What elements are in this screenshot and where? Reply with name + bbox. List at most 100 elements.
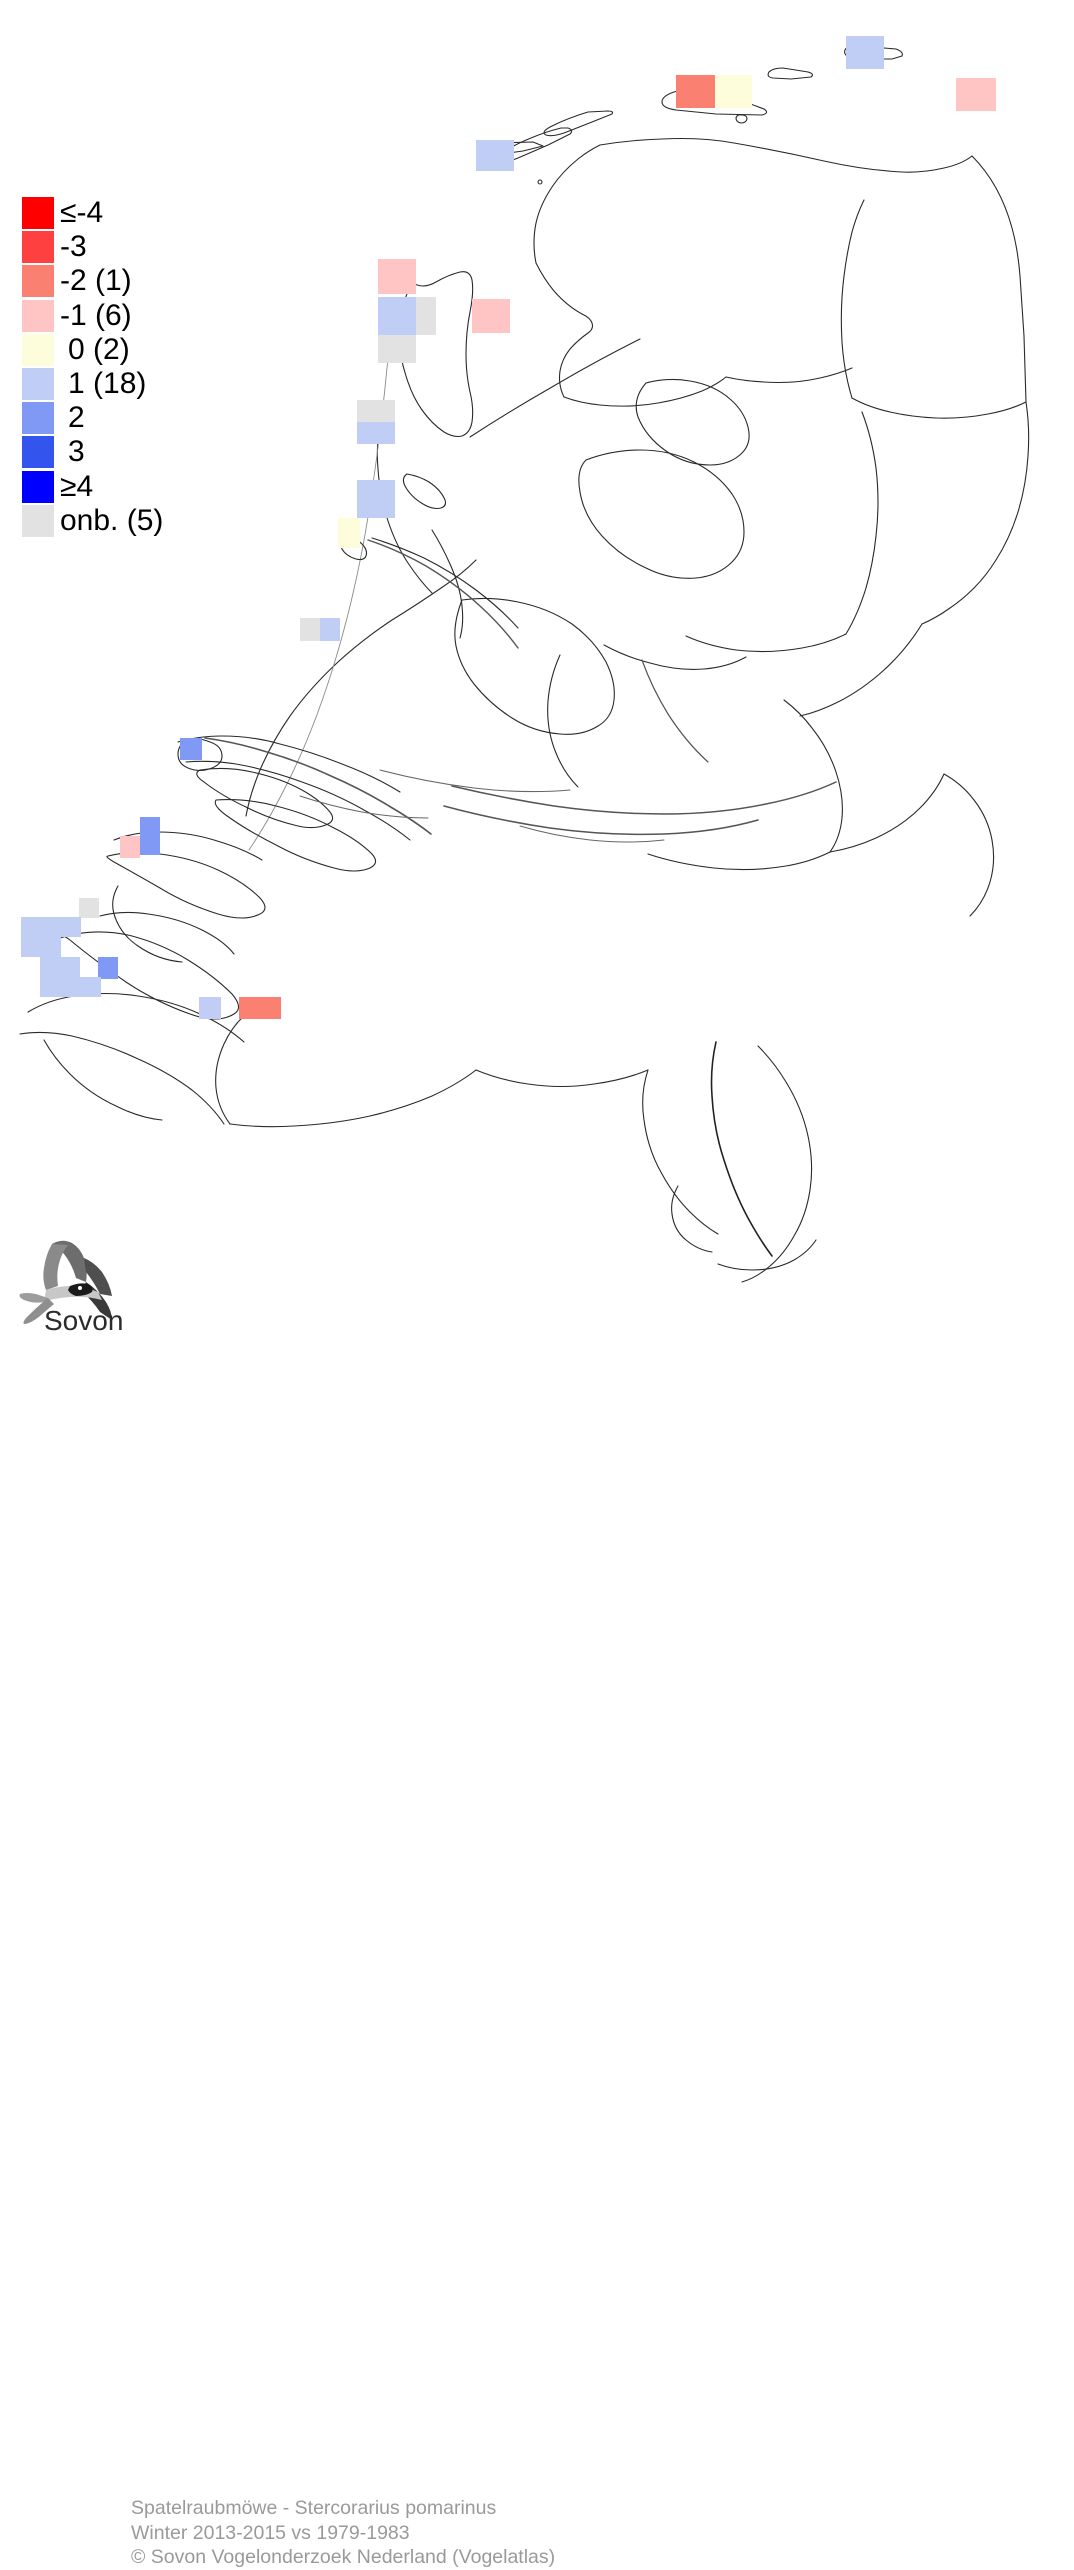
- brabant-west-border: [215, 1011, 249, 1125]
- groningen-south-border: [851, 397, 1027, 419]
- figure-caption: Spatelraubmöwe - Stercorarius pomarinus …: [131, 2496, 555, 2570]
- ijsselmeer-coast-west: [431, 529, 464, 639]
- map-outline-svg: [19, 43, 1030, 1283]
- swallow-bird-icon: Sovon: [19, 1240, 123, 1334]
- legend-swatch: [22, 402, 54, 435]
- sovon-logo: Sovon: [18, 1234, 126, 1334]
- grid-cell: [300, 618, 320, 641]
- legend-swatch: [22, 504, 54, 537]
- grid-cell: [472, 299, 510, 333]
- grevelingen: [113, 831, 263, 861]
- legend-swatch: [22, 470, 54, 503]
- legend-label: 2: [68, 401, 85, 435]
- limburg-southwest: [671, 1185, 713, 1253]
- flevoland-outline: [578, 449, 745, 579]
- legend-label: 3: [68, 435, 85, 469]
- legend-row: -1 (6): [22, 299, 163, 333]
- rotterdam-harbour: [177, 738, 223, 772]
- limburg-east-tail: [741, 1045, 813, 1283]
- delta-channel-a: [204, 737, 432, 835]
- grid-cell: [378, 259, 416, 294]
- north-sea-grid-guide: [248, 299, 396, 851]
- friesland-south-border: [563, 376, 727, 407]
- islet-dot-b: [537, 179, 543, 185]
- randmeer-line: [603, 644, 747, 670]
- change-grid-cells: [21, 36, 996, 1019]
- markermeer-outline: [454, 597, 615, 735]
- zeeuws-vlaanderen: [19, 1031, 225, 1125]
- afsluitdijk: [469, 338, 641, 438]
- grid-cell: [416, 297, 436, 335]
- legend-swatch: [22, 197, 54, 230]
- grid-cell: [357, 480, 395, 518]
- caption-period: Winter 2013-2015 vs 1979-1983: [131, 2521, 410, 2544]
- friesland-drenthe-border: [725, 367, 853, 384]
- netherlands-map: [19, 43, 1030, 1283]
- grid-cell: [846, 36, 884, 69]
- grid-cell: [476, 140, 514, 171]
- grid-cell: [338, 518, 360, 548]
- grid-cell: [199, 997, 221, 1019]
- legend-label: -3: [60, 230, 87, 264]
- delta-hollands-diep: [185, 760, 411, 841]
- utrecht-gelderland-border: [547, 654, 579, 788]
- legend-row: 3: [22, 435, 163, 469]
- schouwen-duiveland: [106, 851, 266, 919]
- legend-label: ≤-4: [60, 196, 104, 230]
- brabant-limburg-border: [475, 1069, 649, 1088]
- gelderland-east: [783, 699, 843, 853]
- legend-swatch: [22, 436, 54, 469]
- randstad-waters: [367, 539, 519, 649]
- legend-swatch: [22, 299, 54, 332]
- nieuwe-waterweg: [371, 537, 519, 629]
- delta-haringvliet: [177, 735, 401, 793]
- grid-cell: [676, 75, 715, 108]
- island-terschelling: [543, 110, 614, 137]
- legend-row: ≥4: [22, 470, 163, 504]
- grid-cell: [378, 297, 416, 335]
- legend-swatch: [22, 368, 54, 401]
- legend-row: -2 (1): [22, 264, 163, 298]
- westerschelde: [27, 992, 245, 1043]
- gelderland-south-border: [647, 851, 831, 871]
- friesland-north-west: [533, 144, 601, 264]
- caption-species: Spatelraubmöwe - Stercorarius pomarinus: [131, 2497, 497, 2519]
- overijssel-east-border: [921, 401, 1030, 625]
- overijssel-south-border: [799, 623, 923, 717]
- limburg-west-border: [642, 1069, 719, 1235]
- legend-label: -1 (6): [60, 298, 132, 332]
- brabant-south-border: [229, 1069, 477, 1128]
- limburg-north-border: [829, 773, 945, 853]
- noord-beveland: [99, 911, 235, 955]
- legend-label: onb. (5): [60, 503, 164, 537]
- holland-west-coast: [245, 559, 477, 817]
- legend-row: -3: [22, 230, 163, 264]
- legend-swatch: [22, 333, 54, 366]
- limburg-maas: [710, 1041, 773, 1257]
- legend-label: -2 (1): [60, 264, 132, 298]
- oosterschelde: [112, 885, 183, 963]
- legend-row: onb. (5): [22, 504, 163, 538]
- island-schiermonnikoog: [767, 67, 813, 80]
- legend-label: 1 (18): [68, 367, 147, 401]
- legend-row: 2: [22, 401, 163, 435]
- groningen-east-border: [971, 155, 1027, 403]
- grid-cell: [98, 957, 118, 979]
- grid-cell: [180, 738, 202, 760]
- river-lek: [379, 769, 571, 793]
- grid-cell: [320, 618, 340, 641]
- legend-swatch: [22, 231, 54, 264]
- drenthe-south-border: [685, 633, 847, 653]
- grid-cell: [956, 78, 996, 111]
- drenthe-east-border: [845, 411, 879, 635]
- grid-cell: [140, 817, 160, 855]
- islet-small-a: [735, 114, 748, 124]
- voorne-putten: [196, 767, 334, 829]
- atlas-map-figure: ≤-4 -3 -2 (1) -1 (6) 0 (2) 1 (18) 2 3 ≥4 onb. (5)…: [0, 36, 1074, 2568]
- figure-footer: Sovon Spatelraubmöwe - Stercorarius poma…: [0, 1232, 1074, 2568]
- grid-cell: [715, 75, 752, 108]
- noord-holland-inlet: [402, 473, 447, 510]
- groningen-friesland-border: [840, 199, 865, 399]
- coast-north-groningen: [599, 137, 973, 173]
- caption-copyright: © Sovon Vogelonderzoek Nederland (Vogela…: [131, 2546, 556, 2568]
